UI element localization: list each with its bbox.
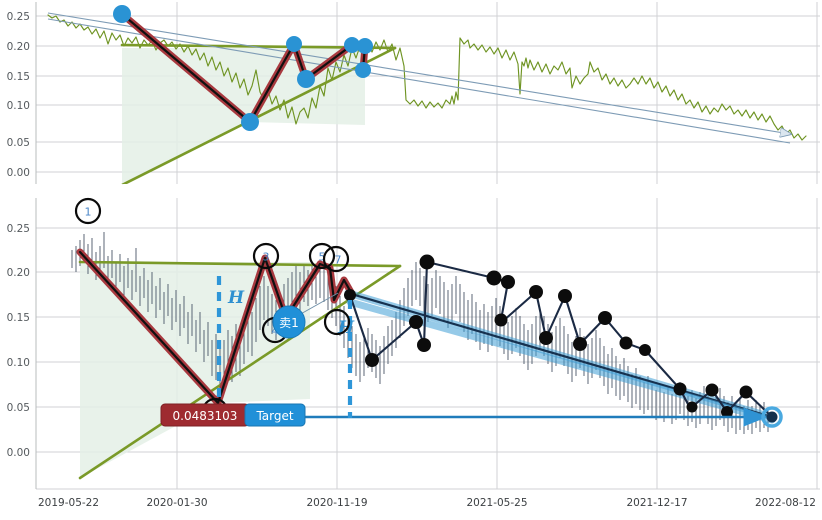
xtick-4: 2021-12-17: [626, 497, 687, 509]
overview-ytick-5: 0.00: [7, 167, 30, 179]
xtick-5: 2022-08-12: [755, 497, 816, 509]
detail-wave-labels: 1 2 3 4 5 7: [74, 197, 351, 425]
target-label-badge-label: Target: [255, 409, 293, 423]
detail-ytick-2: 0.15: [7, 312, 30, 324]
detail-zigzag-path: [344, 254, 773, 418]
xtick-0: 2019-05-22: [38, 497, 99, 509]
detail-ytick-0: 0.25: [7, 223, 30, 235]
overview-descending-channel: [47, 12, 790, 144]
overview-pivot-dots: [113, 5, 373, 131]
xtick-2: 2020-11-19: [306, 497, 367, 509]
detail-ytick-4: 0.05: [7, 402, 30, 414]
height-marker-1-label: H: [227, 288, 245, 308]
target-end-marker: [761, 406, 783, 428]
overview-panel: 0.25 0.20 0.15 0.10 0.05 0.00: [7, 2, 820, 185]
detail-ytick-5: 0.00: [7, 447, 30, 459]
x-axis: 2019-05-22 2020-01-30 2020-11-19 2021-05…: [38, 497, 816, 509]
wave-label-4: 4: [272, 325, 279, 338]
target-price-badge[interactable]: 0.0483103: [160, 403, 250, 427]
overview-ytick-3: 0.10: [7, 100, 30, 112]
detail-y-axis: 0.25 0.20 0.15 0.10 0.05 0.00: [7, 223, 30, 459]
detail-gridlines: [35, 198, 820, 490]
xtick-3: 2021-05-25: [466, 497, 527, 509]
wave-label-3: 3: [263, 251, 270, 264]
detail-ytick-1: 0.20: [7, 267, 30, 279]
detail-panel: H H 1 2 3 4 5 7 卖1: [7, 197, 820, 490]
overview-ytick-4: 0.05: [7, 137, 30, 149]
target-label-badge[interactable]: Target: [244, 403, 306, 427]
wave-label-5: 5: [319, 251, 326, 264]
detail-ytick-3: 0.10: [7, 357, 30, 369]
overview-ytick-0: 0.25: [7, 11, 30, 23]
target-price-badge-label: 0.0483103: [173, 409, 238, 423]
detail-wave-overlay: [76, 248, 356, 407]
overview-ytick-2: 0.15: [7, 71, 30, 83]
sell-signal-badge-label: 卖1: [279, 316, 299, 330]
wave-label-7: 7: [335, 254, 342, 267]
wave-label-1: 1: [85, 206, 92, 219]
overview-y-axis: 0.25 0.20 0.15 0.10 0.05 0.00: [7, 11, 30, 179]
detail-downtrend-channel: [344, 289, 776, 424]
xtick-1: 2020-01-30: [146, 497, 207, 509]
overview-ytick-1: 0.20: [7, 41, 30, 53]
sell-signal-badge[interactable]: 卖1: [272, 305, 306, 339]
